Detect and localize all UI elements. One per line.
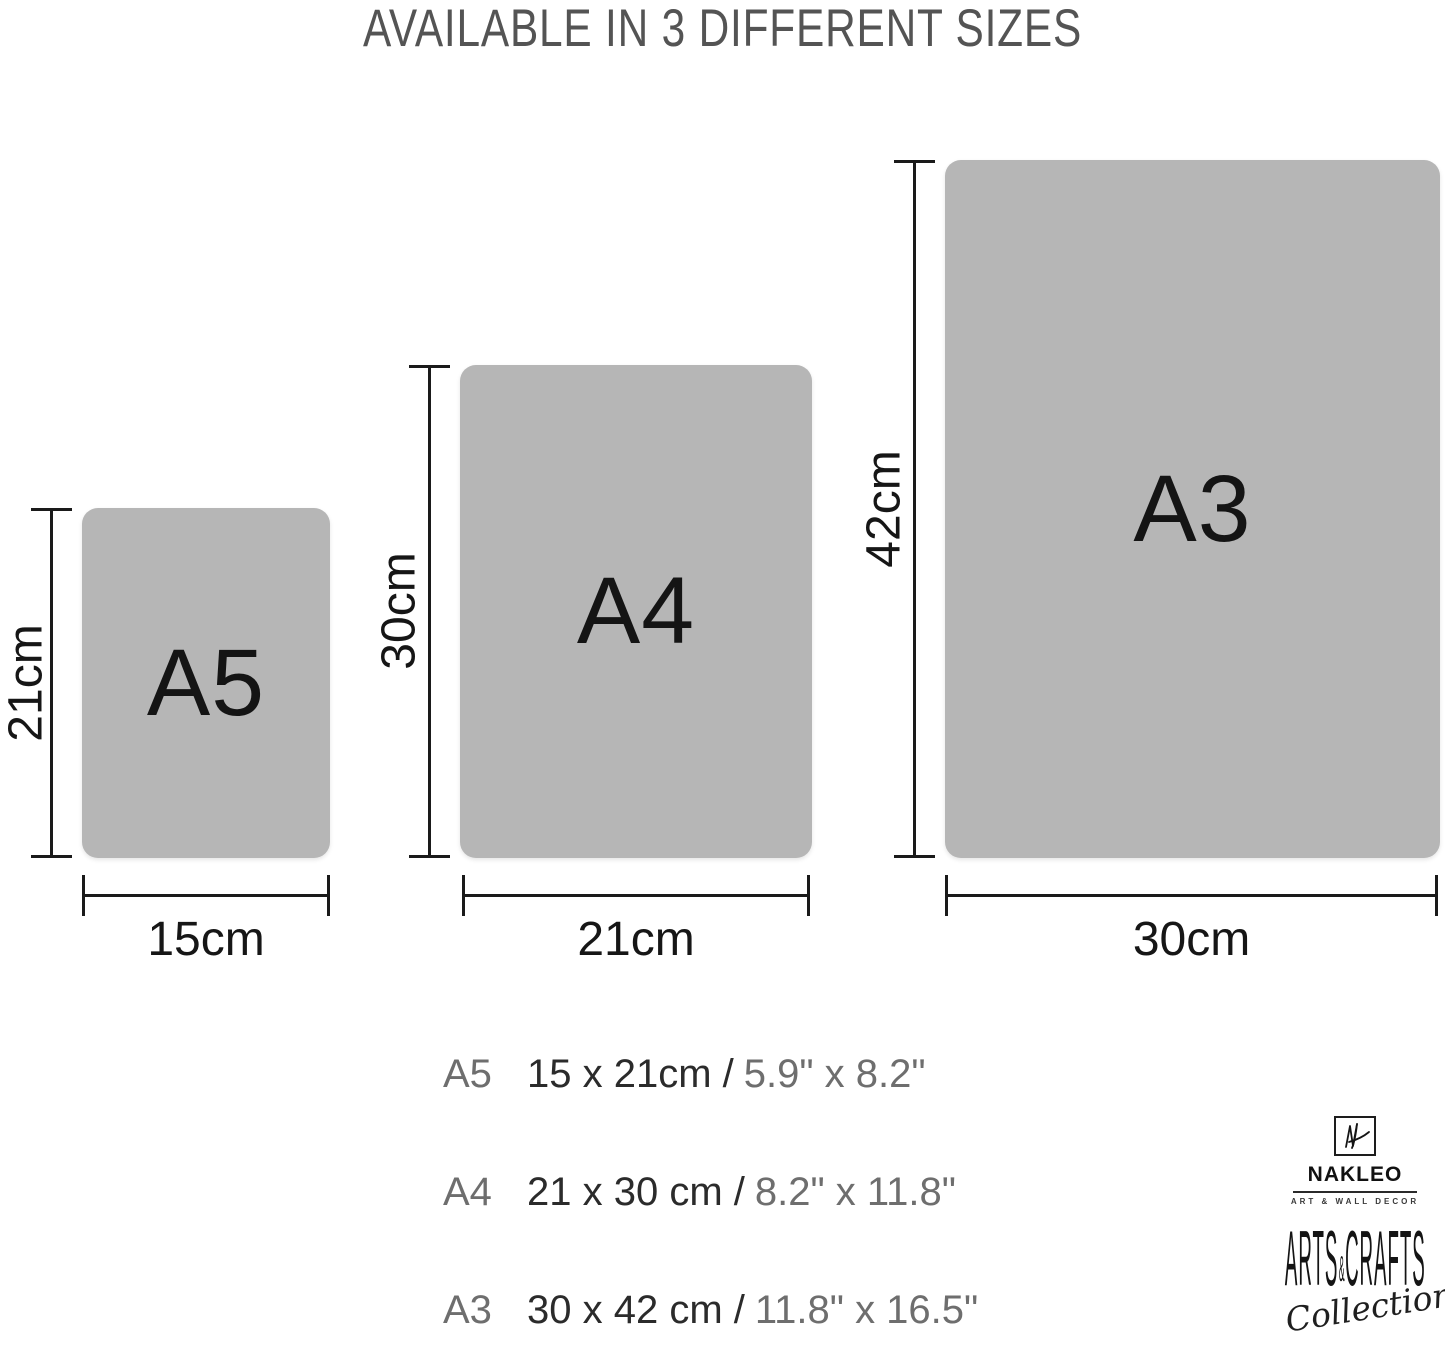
- brand-monogram-frame: [1334, 1116, 1376, 1156]
- brand-series-ampersand: &: [1338, 1248, 1345, 1289]
- brand-series-word1: ARTS: [1284, 1214, 1339, 1302]
- spec-a3-name: A3: [443, 1288, 492, 1332]
- a5-width-dimension-line: [82, 875, 330, 916]
- a5-width-label: 15cm: [147, 913, 265, 966]
- a5-height-label: 21cm: [0, 624, 53, 742]
- size-spec-list: A5 15 x 21cm / 5.9" x 8.2" A4 21 x 30 cm…: [443, 1052, 978, 1353]
- spec-a5-imperial: 5.9" x 8.2": [743, 1052, 926, 1096]
- a3-height-label: 42cm: [857, 450, 911, 568]
- paper-a4-label: A4: [576, 558, 696, 664]
- paper-a5-label: A5: [146, 629, 266, 736]
- paper-a5: A5: [82, 508, 330, 858]
- brand-series-title: ARTS & CRAFTS: [1284, 1214, 1426, 1302]
- a4-height-dimension-line: [409, 365, 450, 858]
- spec-a3-metric: 30 x 42 cm /: [527, 1288, 745, 1332]
- brand-series-word2: CRAFTS: [1344, 1214, 1426, 1302]
- paper-a3-label: A3: [1133, 455, 1252, 562]
- a4-width-dimension-line: [462, 875, 810, 916]
- a3-width-dimension-line: [945, 875, 1438, 916]
- spec-a5-name: A5: [443, 1052, 492, 1096]
- spec-a4-metric: 21 x 30 cm /: [527, 1170, 745, 1214]
- brand-tagline: ART & WALL DECOR: [1290, 1197, 1420, 1206]
- spec-a4-name: A4: [443, 1170, 492, 1214]
- spec-row-a4: A4 21 x 30 cm / 8.2" x 11.8": [443, 1170, 978, 1214]
- spec-a3-imperial: 11.8" x 16.5": [754, 1288, 979, 1332]
- spec-a5-metric: 15 x 21cm /: [527, 1052, 734, 1096]
- spec-row-a3: A3 30 x 42 cm / 11.8" x 16.5": [443, 1288, 978, 1332]
- brand-name: NAKLEO: [1307, 1163, 1403, 1186]
- brand-block: NAKLEO ART & WALL DECOR ARTS & CRAFTS Co…: [1283, 1116, 1445, 1340]
- brand-divider: [1293, 1191, 1417, 1193]
- spec-row-a5: A5 15 x 21cm / 5.9" x 8.2": [443, 1052, 978, 1096]
- a5-height-dimension-line: [31, 508, 72, 858]
- page-title: AVAILABLE IN 3 DIFFERENT SIZES: [362, 0, 1083, 58]
- a3-width-label: 30cm: [1132, 913, 1251, 966]
- paper-a3: A3: [945, 160, 1440, 858]
- a4-width-label: 21cm: [577, 913, 695, 966]
- nl-monogram-icon: [1345, 1123, 1370, 1149]
- a3-height-dimension-line: [894, 160, 935, 858]
- a4-height-label: 30cm: [372, 552, 426, 670]
- spec-a4-imperial: 8.2" x 11.8": [754, 1170, 956, 1214]
- paper-a4: A4: [460, 365, 812, 858]
